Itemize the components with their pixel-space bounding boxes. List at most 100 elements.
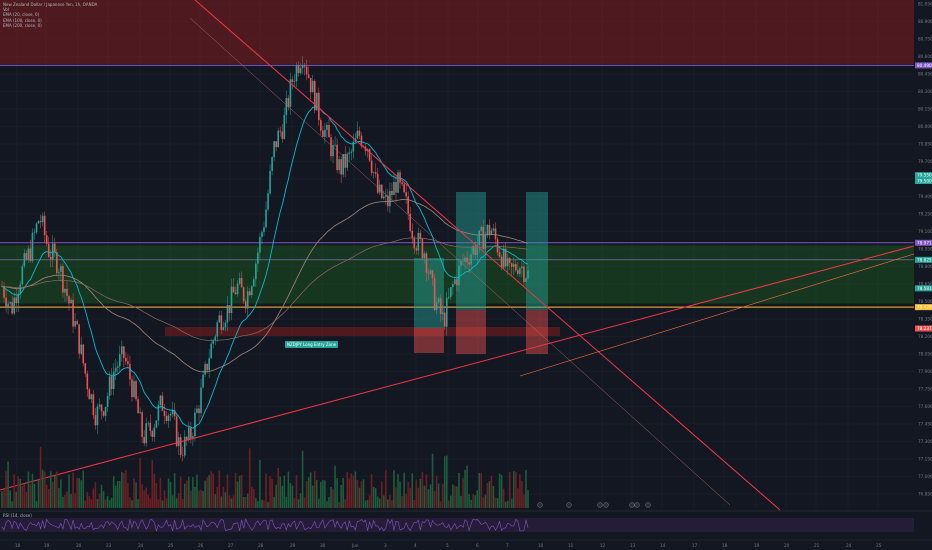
volume-bar xyxy=(419,478,422,508)
volume-bar xyxy=(269,476,271,508)
volume-bar xyxy=(330,486,332,508)
y-tick-label: 77.450 xyxy=(918,422,932,427)
long-position-stop xyxy=(414,328,444,353)
x-tick-label: Jun xyxy=(351,543,359,548)
candle-body xyxy=(447,296,450,298)
candle-body xyxy=(244,301,247,309)
volume-bar xyxy=(417,487,420,508)
volume-bar xyxy=(246,493,249,508)
volume-bar xyxy=(51,481,54,508)
volume-bar xyxy=(480,472,483,508)
candle-body xyxy=(515,264,517,271)
candle-body xyxy=(47,243,50,257)
candle-body xyxy=(224,322,227,328)
volume-bar xyxy=(224,492,227,508)
candle-body xyxy=(196,408,198,413)
candle-body xyxy=(145,423,147,444)
volume-bar xyxy=(234,472,237,508)
volume-bar xyxy=(425,474,428,508)
volume-bar xyxy=(112,476,115,508)
candle-body xyxy=(123,346,125,359)
support-zone xyxy=(0,245,914,304)
candle-body xyxy=(186,436,188,440)
volume-bar xyxy=(411,473,414,508)
candle-body xyxy=(68,296,70,304)
volume-bar xyxy=(155,483,158,508)
volume-bar xyxy=(204,480,206,508)
candle-body xyxy=(3,286,5,298)
x-tick-label: 19 xyxy=(44,543,50,548)
y-tick-label: 79.400 xyxy=(918,194,932,199)
volume-bar xyxy=(307,477,310,508)
volume-bar xyxy=(169,481,172,508)
volume-bar xyxy=(74,493,76,508)
candle-body xyxy=(283,114,286,139)
event-marker-icon xyxy=(597,502,603,508)
volume-bar xyxy=(423,485,426,508)
volume-bar xyxy=(521,480,523,508)
event-marker-icon xyxy=(537,502,543,508)
candle-body xyxy=(25,253,28,260)
volume-bar xyxy=(248,448,251,508)
volume-bar xyxy=(454,485,456,508)
long-position-stop xyxy=(456,310,486,354)
candle-body xyxy=(29,248,32,261)
x-tick-label: 26 xyxy=(198,543,204,548)
volume-bar xyxy=(441,483,444,508)
x-tick-label: 24 xyxy=(138,543,144,548)
candle-body xyxy=(356,130,359,139)
candle-body xyxy=(263,227,265,233)
volume-bar xyxy=(303,497,306,508)
candle-body xyxy=(253,279,255,287)
candle-body xyxy=(141,412,143,437)
candle-body xyxy=(234,292,237,295)
candle-body xyxy=(102,411,105,416)
legend-ema-mid: EMA (100, close, 0) xyxy=(3,17,42,23)
volume-bar xyxy=(179,476,182,508)
volume-bar xyxy=(56,471,58,508)
candle-body xyxy=(9,302,11,304)
candle-body xyxy=(311,80,314,93)
candle-body xyxy=(472,246,474,255)
x-tick-label: 6 xyxy=(476,543,479,548)
candle-body xyxy=(338,159,340,171)
volume-bar xyxy=(41,469,44,508)
volume-bar xyxy=(407,481,409,508)
volume-bar xyxy=(338,501,340,508)
candle-body xyxy=(121,346,123,355)
volume-bar xyxy=(356,480,359,508)
volume-bar xyxy=(478,472,481,508)
candle-body xyxy=(108,376,111,396)
price-tag-bg xyxy=(915,285,932,292)
candle-body xyxy=(151,430,154,437)
candle-body xyxy=(43,215,46,236)
volume-bar xyxy=(476,490,479,508)
candle-body xyxy=(147,422,150,424)
candle-body xyxy=(376,173,379,193)
candle-body xyxy=(340,159,342,175)
candle-body xyxy=(78,324,80,354)
volume-bar xyxy=(332,489,334,508)
volume-bar xyxy=(226,474,229,508)
x-tick-label: 25 xyxy=(168,543,174,548)
y-tick-label: 80.750 xyxy=(918,37,932,42)
candle-body xyxy=(161,395,164,411)
candle-body xyxy=(232,286,235,293)
candle-body xyxy=(39,221,42,223)
y-tick-label: 80.450 xyxy=(918,72,932,77)
candle-body xyxy=(326,124,328,130)
candle-body xyxy=(484,234,487,250)
candle-body xyxy=(204,363,206,375)
candle-body xyxy=(521,266,523,269)
volume-bar xyxy=(281,485,284,508)
volume-bar xyxy=(389,494,391,508)
volume-bar xyxy=(452,484,454,508)
y-tick-label: 80.000 xyxy=(918,124,932,129)
volume-bar xyxy=(25,491,28,508)
entry-zone-label: NZDJPY Long Entry Zone xyxy=(285,341,339,348)
volume-bar xyxy=(202,491,204,508)
candle-body xyxy=(188,427,190,440)
inner-trendline xyxy=(189,17,731,506)
volume-bar xyxy=(482,497,485,508)
